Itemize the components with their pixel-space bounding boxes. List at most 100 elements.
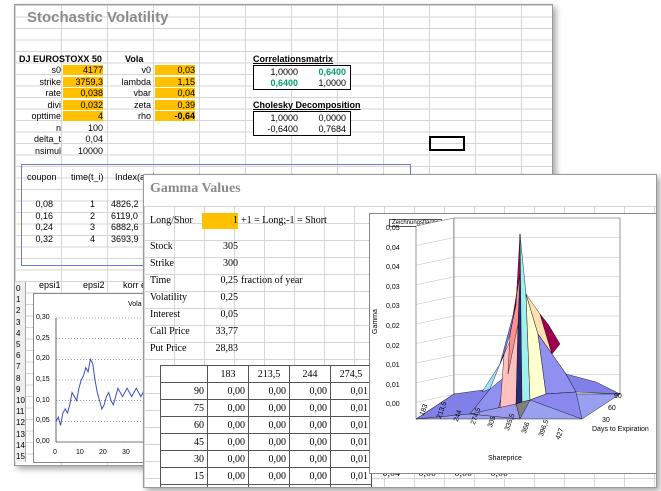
vola-value[interactable]: 0,39 [155,99,195,110]
title-band [144,175,656,205]
selected-cell[interactable] [429,136,465,151]
index-cell[interactable]: 6882,6 [111,222,139,232]
column-header: 244 [289,365,331,383]
param-value[interactable]: 0,04 [85,134,103,144]
mini-ytick: 0,05 [36,417,50,425]
gamma-cell[interactable]: 0,00 [289,450,331,468]
time-cell[interactable]: 2 [89,210,95,221]
param-label: rate [45,88,61,98]
mini-xtick: 20 [99,449,107,456]
input-value[interactable]: 33,77 [215,326,239,337]
input-value[interactable]: 0,25 [220,275,239,286]
cholesky-matrix[interactable]: 1,0000 0,0000 -0,6400 0,7684 [253,111,351,136]
param-header: DJ EUROSTOXX 50 [19,54,102,64]
gamma-cell[interactable]: 0,00 [207,416,249,434]
long-short-input[interactable]: 1 [202,213,238,229]
input-label: Stock [150,241,173,252]
vola-label: zeta [133,99,151,110]
mini-ytick: 0,30 [36,314,50,321]
y-tick: 90 [614,393,622,400]
gamma-cell[interactable]: 0,00 [207,450,249,468]
gamma-cell[interactable]: 0,00 [289,382,331,400]
gamma-cell[interactable]: 0,00 [207,382,249,400]
row-header-column [15,282,26,462]
time-cell[interactable]: 1 [89,199,95,209]
vola-value[interactable]: 1,15 [155,76,195,87]
row-number: 6 [16,351,21,361]
param-value[interactable]: 0,032 [63,99,103,110]
input-value[interactable]: 0,05 [220,309,239,320]
row-number: 8 [16,373,21,383]
gamma-cell[interactable]: 0,01 [330,433,372,451]
chol-cell[interactable]: 0,0000 [318,113,346,123]
param-value[interactable]: 10000 [77,145,103,156]
input-value[interactable]: 0,25 [220,292,239,303]
mini-xtick: 0 [53,449,57,456]
corr-cell[interactable]: 0,6400 [270,78,298,88]
table-row: 30 0,00 0,00 0,00 0,01 [160,450,372,468]
gamma-cell[interactable]: 0,00 [248,416,290,434]
param-value[interactable]: 4177 [63,65,103,75]
coupon-cell[interactable]: 0,24 [35,222,53,232]
chol-cell[interactable]: 0,7684 [318,124,346,134]
gamma-cell[interactable]: 0,01 [330,416,372,434]
input-value[interactable]: 300 [223,258,238,269]
index-cell[interactable]: 4826,2 [111,199,139,209]
gamma-cell[interactable]: 0,00 [248,382,290,400]
gamma-cell[interactable]: 0,00 [248,467,290,485]
gamma-cell[interactable]: 0,00 [289,433,331,451]
gamma-cell[interactable]: 0,00 [207,433,249,451]
gamma-cell[interactable]: 0,00 [248,399,290,417]
index-cell[interactable]: 6119,0 [111,210,138,221]
corr-cell[interactable]: 1,0000 [270,67,298,77]
gamma-cell[interactable]: 0,01 [330,399,372,417]
mini-ytick: 0,15 [36,376,50,383]
chol-cell[interactable]: -0,6400 [267,124,298,134]
gamma-cell[interactable]: 0,01 [330,467,372,485]
z-tick: 0,03 [386,303,400,311]
vola-value[interactable]: 0,03 [155,65,195,75]
table-row: 60 0,00 0,00 0,00 0,01 [160,416,372,434]
gamma-cell[interactable]: 0,01 [330,450,372,468]
chol-cell[interactable]: 1,0000 [270,113,298,123]
coupon-cell[interactable]: 0,16 [35,210,53,221]
gamma-cell[interactable]: 0,00 [207,399,249,417]
correlation-matrix[interactable]: 1,0000 0,6400 0,6400 1,0000 [253,65,351,90]
gamma-cell[interactable]: 0,00 [289,484,331,487]
coupon-cell[interactable]: 0,32 [35,233,53,244]
corr-cell[interactable]: 0,6400 [318,67,346,77]
param-value[interactable]: 3759,3 [63,76,103,87]
gamma-cell[interactable]: 0,01 [330,382,372,400]
coupon-cell[interactable]: 0,08 [35,199,53,209]
table-row: 90 0,00 0,00 0,00 0,01 [160,382,372,400]
vola-value[interactable]: -0,64 [155,111,195,121]
time-cell[interactable]: 4 [89,233,95,244]
gamma-cell[interactable]: 0,00 [289,416,331,434]
table-row: 10,000,000,000,00 [160,484,372,487]
index-header: Index(at ti [115,172,155,182]
gamma-cell[interactable]: 0,00 [207,484,249,487]
time-cell[interactable]: 3 [89,222,95,232]
gamma-cell[interactable]: 0,00 [289,399,331,417]
param-value[interactable]: 100 [87,122,103,133]
vola-mini-chart[interactable]: Vola 0,30 0,25 0,20 0,15 0,10 0,05 0,00 0 10 20 30… [33,293,155,463]
gamma-cell[interactable]: 0,00 [289,467,331,485]
gamma-cell[interactable]: 0,00 [248,450,290,468]
gamma-cell[interactable]: 0,00 [207,467,249,485]
gamma-cell[interactable]: 0,00 [330,484,372,487]
mini-ytick: 0,10 [36,396,50,404]
input-value[interactable]: 28,83 [215,343,239,354]
param-value[interactable]: 0,038 [63,88,103,98]
param-label: nsimul [34,145,61,156]
z-tick: 0,02 [386,323,400,330]
gamma-cell[interactable]: 0,00 [248,433,290,451]
corr-cell[interactable]: 1,0000 [318,78,346,88]
index-cell[interactable]: 3693,9 [111,233,139,244]
table-row: 15 0,00 0,00 0,00 0,01 [160,467,372,485]
vola-value[interactable]: 0,04 [155,88,195,98]
gamma-surface-chart[interactable]: Zeichnungsfläche Gamma 0,05 0,04 0,04 0,03 0… [369,213,656,474]
gamma-cell[interactable]: 0,00 [248,484,290,487]
param-value[interactable]: 4 [63,111,103,121]
vola-label: rho [137,111,151,121]
input-value[interactable]: 305 [223,241,238,252]
